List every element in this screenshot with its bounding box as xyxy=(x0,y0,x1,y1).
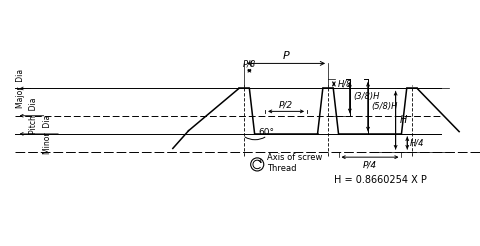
Text: Pitch  Dia: Pitch Dia xyxy=(29,97,38,134)
Text: P/4: P/4 xyxy=(362,161,376,170)
Text: (5/8)H: (5/8)H xyxy=(371,102,397,111)
Text: P/2: P/2 xyxy=(278,100,292,109)
Text: Minor  Dia: Minor Dia xyxy=(43,114,52,154)
Text: H/4: H/4 xyxy=(409,138,424,148)
Text: P/8: P/8 xyxy=(242,60,255,68)
Text: 60°: 60° xyxy=(258,128,274,137)
Text: P: P xyxy=(282,50,289,61)
Text: (3/8)H: (3/8)H xyxy=(353,92,379,101)
Text: Major  Dia: Major Dia xyxy=(16,69,25,108)
Text: H: H xyxy=(399,115,407,125)
Text: H/8: H/8 xyxy=(337,79,351,89)
Text: H = 0.8660254 X P: H = 0.8660254 X P xyxy=(334,175,426,185)
Text: Axis of screw
Thread: Axis of screw Thread xyxy=(267,153,322,173)
